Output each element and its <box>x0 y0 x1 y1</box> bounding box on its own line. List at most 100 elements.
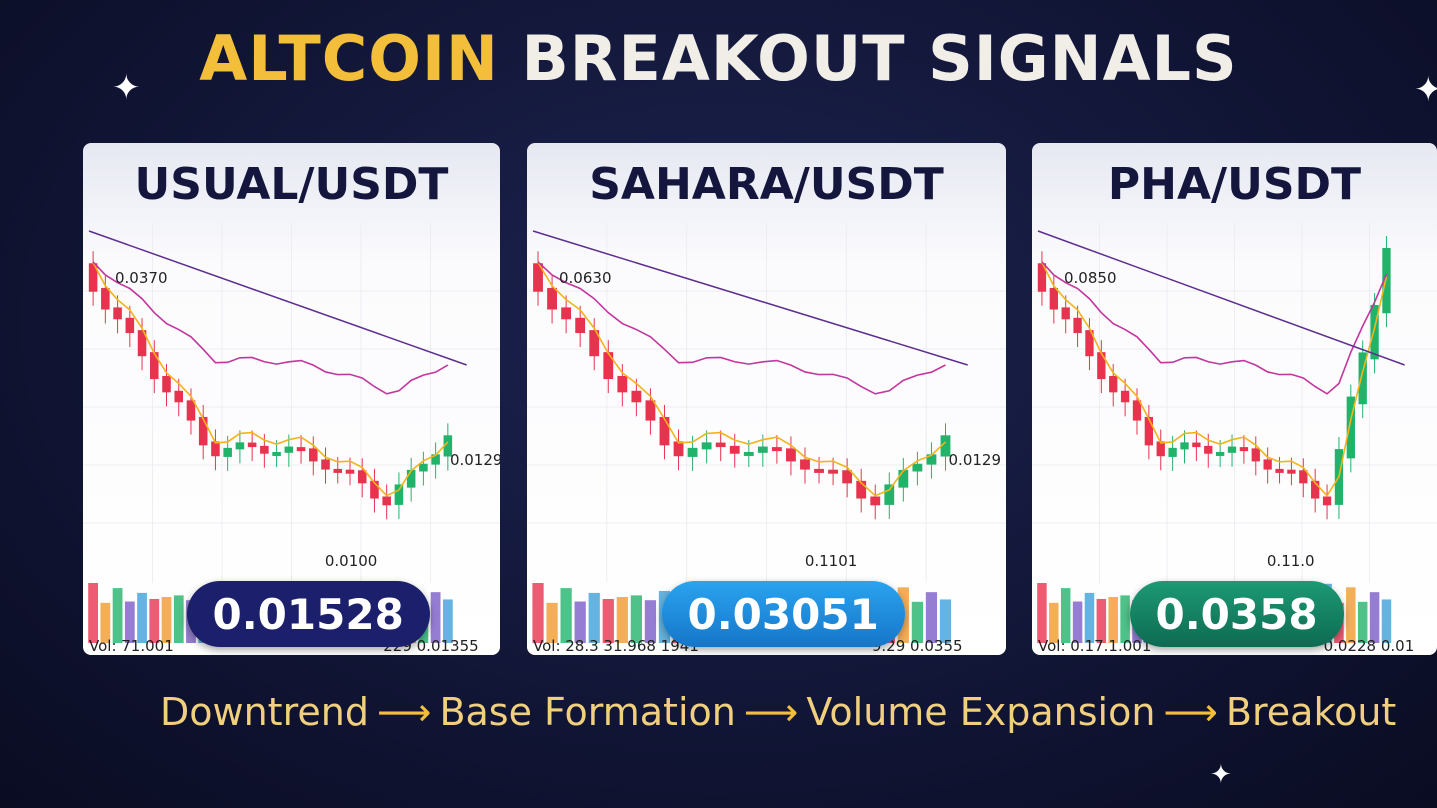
candle-body <box>1227 446 1237 453</box>
candle-body <box>309 448 318 462</box>
volume-bar <box>1381 599 1392 643</box>
price-label: 0.0370 <box>115 269 168 287</box>
candle-body <box>260 445 269 454</box>
trend-line <box>532 230 968 366</box>
candle-body <box>617 375 628 393</box>
candle-body <box>561 307 572 320</box>
candle-body <box>1192 442 1201 448</box>
candle-body <box>1263 459 1272 470</box>
candle-body <box>223 447 232 457</box>
candle-body <box>357 470 367 484</box>
price-label: Vol: 0.17.1.001 <box>1038 637 1151 655</box>
candle-body <box>345 469 355 474</box>
candle-body <box>533 263 543 292</box>
candle-body <box>912 463 923 472</box>
step: Downtrend <box>160 690 369 734</box>
price-label: 0.0228 0.01 <box>1324 637 1415 655</box>
candle-body <box>898 469 909 488</box>
candle-body <box>757 446 768 453</box>
moving-average <box>1041 261 1388 395</box>
price-label: Vol: 71.001 <box>89 637 174 655</box>
candle-body <box>1120 390 1130 403</box>
candle-body <box>198 416 208 446</box>
volume-bar <box>574 601 586 643</box>
volume-bar <box>1049 602 1059 643</box>
candle-body <box>687 447 698 457</box>
candle-body <box>1275 468 1284 473</box>
candle-body <box>370 480 379 499</box>
volume-bar <box>149 598 160 643</box>
candle-body <box>272 451 281 456</box>
candle-body <box>235 442 245 450</box>
candle-body <box>321 459 330 470</box>
candle-body <box>174 390 184 403</box>
step: Volume Expansion <box>806 690 1156 734</box>
volume-bar <box>1072 601 1083 643</box>
volume-bar <box>925 592 938 643</box>
price-label: 0.0630 <box>559 269 612 287</box>
price-label: 0.1101 <box>805 552 858 570</box>
candle-body <box>162 375 171 393</box>
candle-body <box>1085 330 1094 357</box>
chart-panel: 0.0630 0.0129 0.1101 Vol: 28.3 31.968 1941 9… <box>527 143 1006 655</box>
price-badge: 0.03051 <box>661 581 905 647</box>
step: Base Formation <box>439 690 736 734</box>
candle-body <box>659 416 670 446</box>
candle-body <box>1358 352 1367 405</box>
price-label: 9.29 0.0355 <box>872 637 963 655</box>
title-highlight: ALTCOIN <box>199 22 499 95</box>
volume-bar <box>1060 588 1071 643</box>
candle-body <box>856 480 867 499</box>
candle-body <box>1370 304 1379 360</box>
trend-line <box>88 230 467 366</box>
candle-body <box>1097 352 1106 380</box>
moving-average <box>537 261 946 395</box>
candle-body <box>1049 287 1058 310</box>
candle-body <box>926 454 937 465</box>
candle-body <box>631 390 642 403</box>
volume-bar <box>1369 592 1380 643</box>
candle-body <box>1144 416 1154 446</box>
candle-body <box>394 484 404 505</box>
candle-body <box>828 469 839 474</box>
volume-bar <box>616 596 628 643</box>
volume-bar <box>1096 598 1107 643</box>
candle-body <box>88 263 98 292</box>
candle-body <box>284 446 294 453</box>
volume-bar <box>588 592 600 643</box>
candle-body <box>1239 447 1249 452</box>
volume-bar <box>560 588 572 643</box>
star: ✦ <box>112 68 141 108</box>
candle-body <box>842 470 853 484</box>
candle-body <box>101 287 110 310</box>
moving-average <box>1041 262 1388 497</box>
volume-bar <box>1357 601 1368 643</box>
moving-average <box>92 261 449 395</box>
price-label: Vol: 28.3 31.968 1941 <box>533 637 699 655</box>
volume-bar <box>137 592 147 643</box>
candle-body <box>1215 451 1225 456</box>
trend-line <box>1037 230 1405 366</box>
candle-body <box>575 317 586 334</box>
candle-body <box>186 400 196 421</box>
moving-average <box>537 262 947 497</box>
arrow: ⟶ <box>743 690 799 734</box>
candle-body <box>771 447 782 452</box>
candle-body <box>1156 441 1165 457</box>
price-value: 0.0358 <box>1155 589 1318 639</box>
volume-bar <box>532 583 544 643</box>
candle-body <box>870 496 881 506</box>
price-label: 0.0129 <box>949 451 1002 469</box>
title-rest: BREAKOUT SIGNALS <box>521 22 1238 95</box>
price-label: 0.0850 <box>1064 269 1117 287</box>
volume-bar <box>100 602 111 643</box>
candle-body <box>211 441 220 457</box>
candle-body <box>800 459 810 470</box>
chart-area: 0.0630 0.0129 0.1101 Vol: 28.3 31.968 1941 9… <box>527 223 1006 655</box>
candle-body <box>431 454 440 465</box>
candle-body <box>715 442 726 448</box>
chart-area: 0.0850 0.11.0 Vol: 0.17.1.001 0.0228 0.01 <box>1032 223 1437 655</box>
pair-title: PHA/USDT <box>1107 159 1362 210</box>
volume-bar <box>161 596 172 643</box>
